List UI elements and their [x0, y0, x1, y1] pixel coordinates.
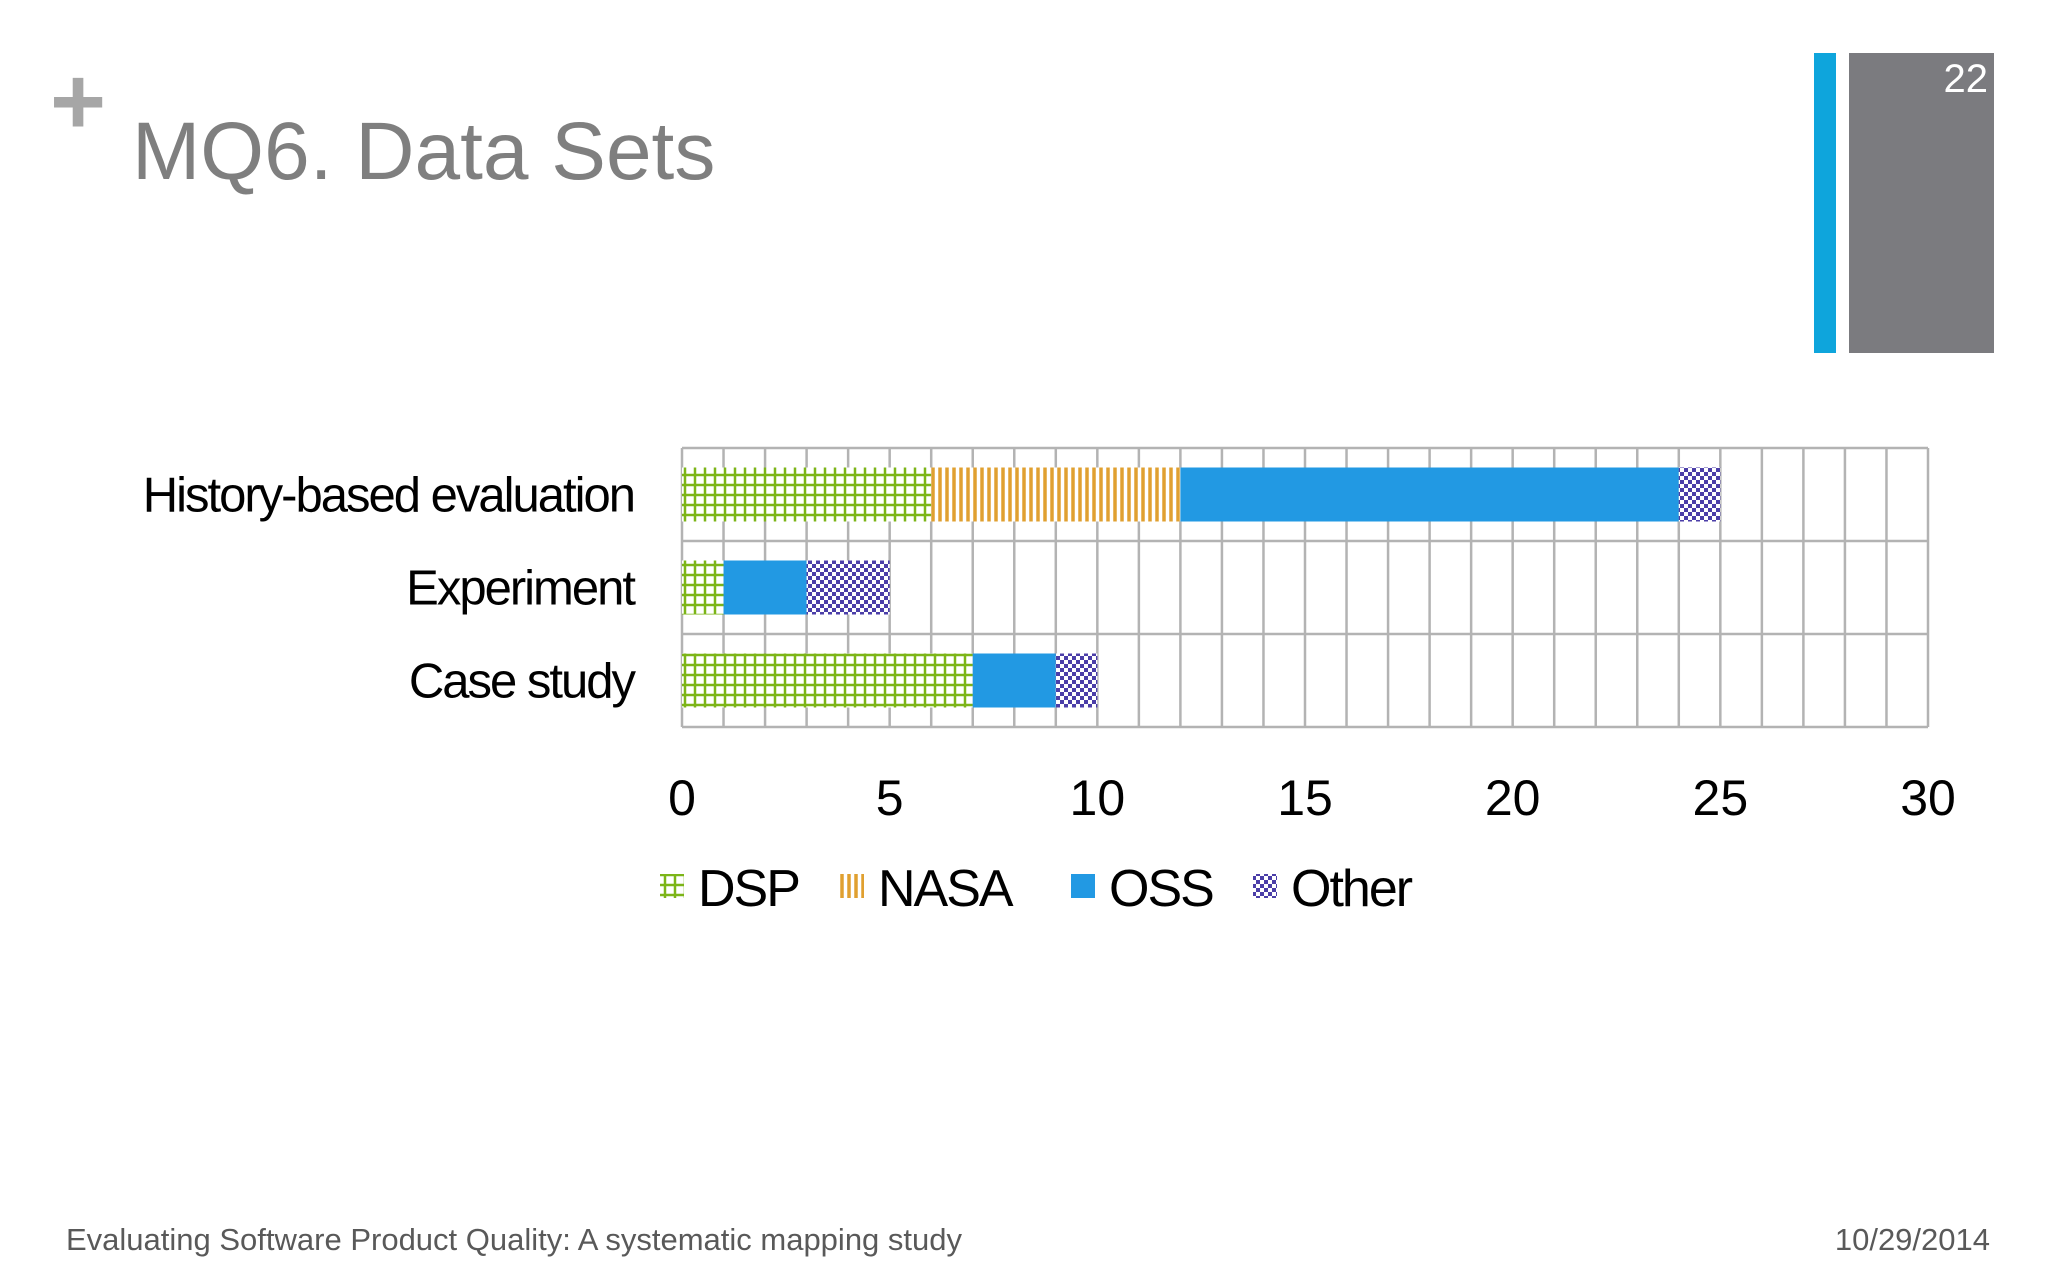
bar-dsp-experiment	[682, 560, 724, 615]
x-tick-label: 15	[1277, 770, 1333, 826]
legend-label-other: Other	[1291, 860, 1413, 918]
category-label: Case study	[409, 655, 637, 709]
bar-oss-experiment	[723, 560, 807, 615]
plus-icon: +	[50, 48, 107, 155]
slide-title: MQ6. Data Sets	[132, 106, 716, 197]
x-tick-label: 30	[1900, 770, 1956, 826]
bar-other-experiment	[806, 560, 890, 615]
x-tick-label: 0	[668, 770, 696, 826]
bar-dsp-case-study	[682, 653, 973, 708]
x-tick-label: 25	[1693, 770, 1749, 826]
bar-other-history-based-evaluation	[1678, 467, 1721, 522]
legend-label-oss: OSS	[1109, 860, 1213, 918]
x-tick-label: 10	[1070, 770, 1126, 826]
legend-swatch-oss	[1071, 874, 1095, 898]
bar-nasa-history-based-evaluation	[931, 467, 1181, 522]
bar-dsp-history-based-evaluation	[682, 467, 932, 522]
legend-swatch-dsp	[660, 874, 684, 898]
legend-swatch-other	[1253, 874, 1277, 898]
legend-label-nasa: NASA	[878, 860, 1014, 918]
bar-oss-history-based-evaluation	[1180, 467, 1679, 522]
footer-date: 10/29/2014	[1834, 1222, 1990, 1257]
slide-number: 22	[1943, 57, 1989, 101]
accent-bar-blue	[1814, 53, 1836, 353]
bar-oss-case-study	[972, 653, 1056, 708]
category-label: Experiment	[406, 562, 636, 616]
legend-label-dsp: DSP	[698, 860, 799, 918]
legend-swatch-nasa	[840, 874, 864, 898]
accent-bar-grey	[1849, 53, 1994, 353]
category-label: History-based evaluation	[143, 469, 634, 523]
x-tick-label: 5	[876, 770, 904, 826]
bar-other-case-study	[1055, 653, 1098, 708]
footer-text: Evaluating Software Product Quality: A s…	[66, 1222, 963, 1257]
x-tick-label: 20	[1485, 770, 1541, 826]
